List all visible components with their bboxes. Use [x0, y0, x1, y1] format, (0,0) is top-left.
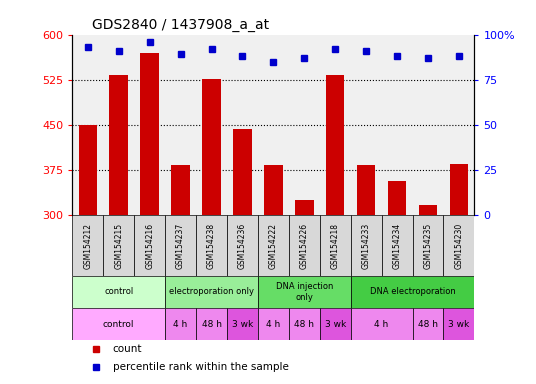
- FancyBboxPatch shape: [103, 215, 134, 276]
- Text: 3 wk: 3 wk: [325, 319, 346, 329]
- Text: control: control: [103, 319, 135, 329]
- Bar: [264, 166, 282, 215]
- FancyBboxPatch shape: [134, 215, 165, 276]
- Text: GSM154218: GSM154218: [331, 223, 340, 269]
- Text: GSM154216: GSM154216: [145, 223, 154, 269]
- FancyBboxPatch shape: [165, 215, 196, 276]
- Text: GSM154226: GSM154226: [300, 223, 309, 269]
- FancyBboxPatch shape: [351, 276, 474, 308]
- Bar: [172, 166, 190, 215]
- FancyBboxPatch shape: [72, 276, 165, 308]
- Text: 48 h: 48 h: [202, 319, 221, 329]
- Text: GSM154230: GSM154230: [455, 222, 464, 269]
- FancyBboxPatch shape: [258, 308, 289, 340]
- Text: GSM154235: GSM154235: [423, 222, 433, 269]
- Text: GSM154238: GSM154238: [207, 223, 216, 269]
- Text: GSM154237: GSM154237: [176, 222, 185, 269]
- Text: GSM154215: GSM154215: [114, 223, 123, 269]
- Text: 4 h: 4 h: [174, 319, 188, 329]
- Bar: [450, 164, 468, 215]
- Text: GSM154233: GSM154233: [362, 222, 370, 269]
- Bar: [233, 129, 252, 215]
- FancyBboxPatch shape: [289, 308, 320, 340]
- Bar: [326, 75, 345, 215]
- Text: DNA electroporation: DNA electroporation: [370, 287, 456, 296]
- FancyBboxPatch shape: [351, 308, 413, 340]
- Bar: [79, 125, 97, 215]
- Text: control: control: [104, 287, 133, 296]
- FancyBboxPatch shape: [72, 215, 103, 276]
- FancyBboxPatch shape: [413, 215, 443, 276]
- Bar: [202, 79, 221, 215]
- FancyBboxPatch shape: [196, 215, 227, 276]
- Text: electroporation only: electroporation only: [169, 287, 254, 296]
- FancyBboxPatch shape: [443, 215, 474, 276]
- FancyBboxPatch shape: [351, 215, 382, 276]
- Text: 4 h: 4 h: [375, 319, 389, 329]
- FancyBboxPatch shape: [443, 308, 474, 340]
- Text: 3 wk: 3 wk: [232, 319, 253, 329]
- FancyBboxPatch shape: [382, 215, 413, 276]
- Bar: [140, 53, 159, 215]
- Text: GSM154234: GSM154234: [392, 222, 401, 269]
- FancyBboxPatch shape: [289, 215, 320, 276]
- FancyBboxPatch shape: [320, 215, 351, 276]
- FancyBboxPatch shape: [165, 308, 196, 340]
- Text: GDS2840 / 1437908_a_at: GDS2840 / 1437908_a_at: [93, 18, 270, 32]
- Text: GSM154236: GSM154236: [238, 222, 247, 269]
- FancyBboxPatch shape: [413, 308, 443, 340]
- Bar: [419, 205, 437, 215]
- Bar: [388, 180, 406, 215]
- Text: percentile rank within the sample: percentile rank within the sample: [113, 362, 288, 372]
- Text: count: count: [113, 344, 142, 354]
- FancyBboxPatch shape: [320, 308, 351, 340]
- FancyBboxPatch shape: [227, 308, 258, 340]
- Text: 48 h: 48 h: [418, 319, 438, 329]
- Text: DNA injection
only: DNA injection only: [276, 282, 333, 301]
- Text: 4 h: 4 h: [266, 319, 280, 329]
- Bar: [109, 75, 128, 215]
- FancyBboxPatch shape: [196, 308, 227, 340]
- Bar: [357, 166, 375, 215]
- Text: GSM154222: GSM154222: [269, 223, 278, 269]
- FancyBboxPatch shape: [258, 276, 351, 308]
- FancyBboxPatch shape: [165, 276, 258, 308]
- Bar: [295, 200, 314, 215]
- Text: 48 h: 48 h: [294, 319, 314, 329]
- FancyBboxPatch shape: [227, 215, 258, 276]
- FancyBboxPatch shape: [258, 215, 289, 276]
- Text: GSM154212: GSM154212: [83, 223, 92, 269]
- FancyBboxPatch shape: [72, 308, 165, 340]
- Text: 3 wk: 3 wk: [448, 319, 470, 329]
